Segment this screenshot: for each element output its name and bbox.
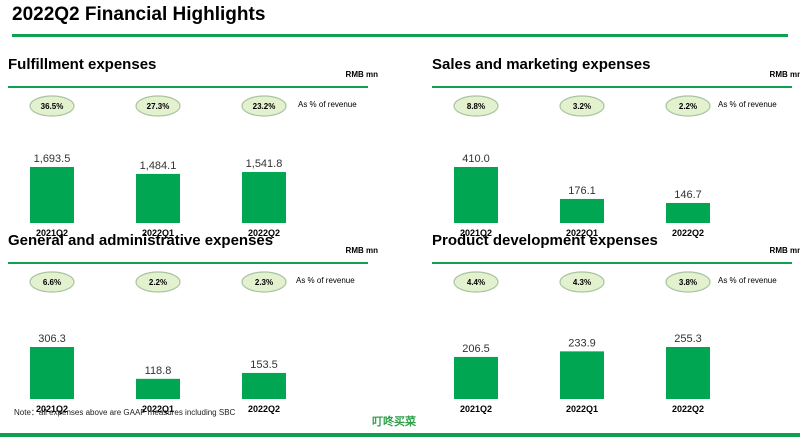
- value-label: 146.7: [674, 189, 702, 201]
- category-label: 2022Q2: [672, 228, 704, 238]
- pct-ellipse: [665, 271, 711, 293]
- pct-label: 3.2%: [573, 102, 591, 111]
- category-label: 2022Q2: [248, 404, 280, 414]
- unit-label: RMB mn: [345, 246, 378, 255]
- pct-label: 4.4%: [467, 278, 485, 287]
- category-label: 2021Q2: [460, 404, 492, 414]
- general-admin-panel: General and administrative expenses RMB …: [8, 232, 388, 414]
- product-development-panel: Product development expenses RMB mn As %…: [432, 232, 800, 414]
- panel-title: General and administrative expenses: [8, 232, 274, 249]
- category-label: 2021Q2: [460, 228, 492, 238]
- pct-label: 4.3%: [573, 278, 591, 287]
- bar: [666, 202, 710, 223]
- pct-note: As % of revenue: [718, 100, 777, 109]
- pct-label: 2.2%: [149, 278, 167, 287]
- unit-label: RMB mn: [345, 70, 378, 79]
- pct-label: 8.8%: [467, 102, 485, 111]
- panel-rule: [8, 262, 368, 264]
- bar: [454, 356, 498, 399]
- category-label: 2022Q1: [566, 228, 598, 238]
- pct-ellipse: [559, 271, 605, 293]
- pct-ellipse: [135, 271, 181, 293]
- bar: [454, 167, 498, 223]
- pct-ellipse: [453, 271, 499, 293]
- panel-title: Fulfillment expenses: [8, 56, 157, 73]
- value-label: 176.1: [568, 185, 596, 197]
- pct-note: As % of revenue: [718, 276, 777, 285]
- value-label: 1,484.1: [140, 160, 177, 172]
- value-label: 233.9: [568, 337, 596, 349]
- general-admin-chart: 6.6% 306.3 2021Q2 2.2% 118.8 2022Q1 2.3% 153.5 2…: [29, 271, 287, 414]
- bar: [136, 173, 180, 223]
- pct-label: 27.3%: [147, 102, 170, 111]
- category-label: 2022Q1: [142, 228, 174, 238]
- sales-marketing-chart: 8.8% 410.0 2021Q2 3.2% 176.1 2022Q1 2.2% 146.7 2…: [453, 95, 711, 238]
- pct-label: 23.2%: [253, 102, 276, 111]
- value-label: 306.3: [38, 333, 66, 345]
- pct-ellipse: [453, 95, 499, 117]
- panel-title: Sales and marketing expenses: [432, 56, 651, 73]
- pct-label: 36.5%: [41, 102, 64, 111]
- unit-label: RMB mn: [769, 70, 800, 79]
- company-logo: 叮咚买菜: [372, 411, 438, 431]
- sales-marketing-panel: Sales and marketing expenses RMB mn As %…: [432, 56, 800, 238]
- pct-ellipse: [559, 95, 605, 117]
- category-label: 2022Q2: [248, 228, 280, 238]
- bar: [30, 167, 74, 223]
- fulfillment-chart: 36.5% 1,693.5 2021Q2 27.3% 1,484.1 2022Q1 23.2…: [29, 95, 287, 238]
- category-label: 2021Q2: [36, 228, 68, 238]
- title-rule: [12, 34, 788, 37]
- logo-text: 叮咚买菜: [372, 416, 416, 428]
- bar: [560, 198, 604, 223]
- value-label: 255.3: [674, 333, 702, 345]
- product-development-chart: 4.4% 206.5 2021Q2 4.3% 233.9 2022Q1 3.8% 255.3 2…: [453, 271, 711, 414]
- category-label: 2022Q1: [142, 404, 174, 414]
- page-title: 2022Q2 Financial Highlights: [12, 4, 266, 25]
- panel-rule: [432, 262, 792, 264]
- bar: [666, 347, 710, 399]
- value-label: 1,693.5: [34, 153, 71, 165]
- value-label: 1,541.8: [246, 158, 283, 170]
- bar: [242, 172, 286, 223]
- panel-rule: [8, 86, 368, 88]
- category-label: 2022Q1: [566, 404, 598, 414]
- value-label: 153.5: [250, 359, 278, 371]
- bottom-rule: [0, 433, 800, 437]
- bar: [242, 372, 286, 399]
- pct-label: 2.3%: [255, 278, 273, 287]
- panel-rule: [432, 86, 792, 88]
- category-label: 2021Q2: [36, 404, 68, 414]
- category-label: 2022Q2: [672, 404, 704, 414]
- value-label: 206.5: [462, 343, 490, 355]
- panel-title: Product development expenses: [432, 232, 658, 249]
- bar: [30, 347, 74, 399]
- pct-label: 2.2%: [679, 102, 697, 111]
- pct-note: As % of revenue: [298, 100, 357, 109]
- pct-ellipse: [29, 95, 75, 117]
- unit-label: RMB mn: [769, 246, 800, 255]
- pct-label: 6.6%: [43, 278, 61, 287]
- footnote: Note：all expenses above are GAAP measure…: [14, 408, 236, 417]
- fulfillment-panel: Fulfillment expenses RMB mn As % of reve…: [8, 56, 388, 238]
- bar: [136, 378, 180, 399]
- pct-ellipse: [135, 95, 181, 117]
- pct-ellipse: [665, 95, 711, 117]
- value-label: 118.8: [145, 365, 172, 377]
- value-label: 410.0: [462, 153, 490, 165]
- pct-note: As % of revenue: [296, 276, 355, 285]
- bar: [560, 351, 604, 399]
- pct-ellipse: [29, 271, 75, 293]
- pct-ellipse: [241, 95, 287, 117]
- pct-ellipse: [241, 271, 287, 293]
- pct-label: 3.8%: [679, 278, 697, 287]
